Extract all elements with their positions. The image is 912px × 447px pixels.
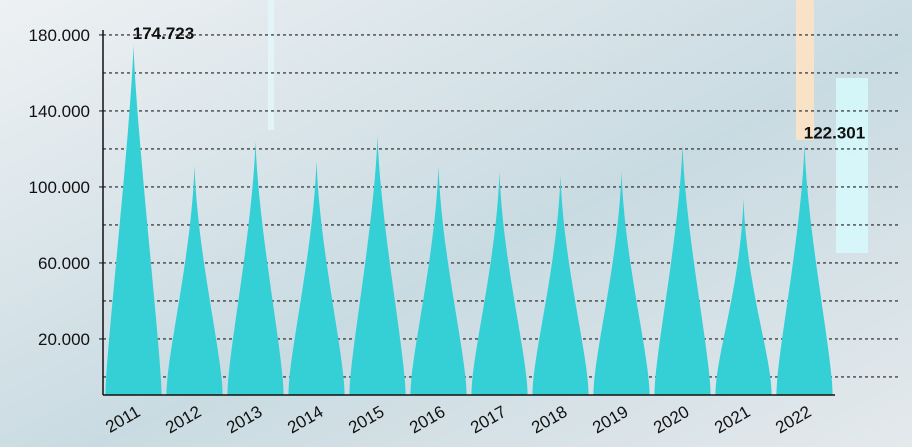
spike-bar bbox=[349, 135, 406, 396]
spike-bar bbox=[532, 175, 589, 395]
value-label: 122.301 bbox=[804, 124, 865, 143]
spike-bar bbox=[471, 171, 528, 395]
spike-bar bbox=[654, 145, 711, 395]
spike-bar bbox=[105, 44, 162, 396]
spike-bar bbox=[776, 144, 833, 395]
y-tick-label: 60.000 bbox=[38, 254, 90, 273]
spike-bar bbox=[593, 171, 650, 395]
y-tick-label: 180.000 bbox=[29, 26, 90, 45]
decoration bbox=[268, 0, 274, 130]
decoration bbox=[836, 78, 868, 253]
y-tick-label: 20.000 bbox=[38, 330, 90, 349]
spike-bar bbox=[166, 166, 223, 395]
y-tick-label: 140.000 bbox=[29, 102, 90, 121]
marks bbox=[105, 44, 833, 396]
value-label: 174.723 bbox=[133, 24, 194, 43]
y-tick-label: 100.000 bbox=[29, 178, 90, 197]
spike-bar bbox=[288, 160, 345, 395]
spike-bar bbox=[227, 141, 284, 395]
spike-bar bbox=[715, 198, 772, 395]
spike-bar bbox=[410, 166, 467, 395]
decoration bbox=[796, 0, 814, 140]
